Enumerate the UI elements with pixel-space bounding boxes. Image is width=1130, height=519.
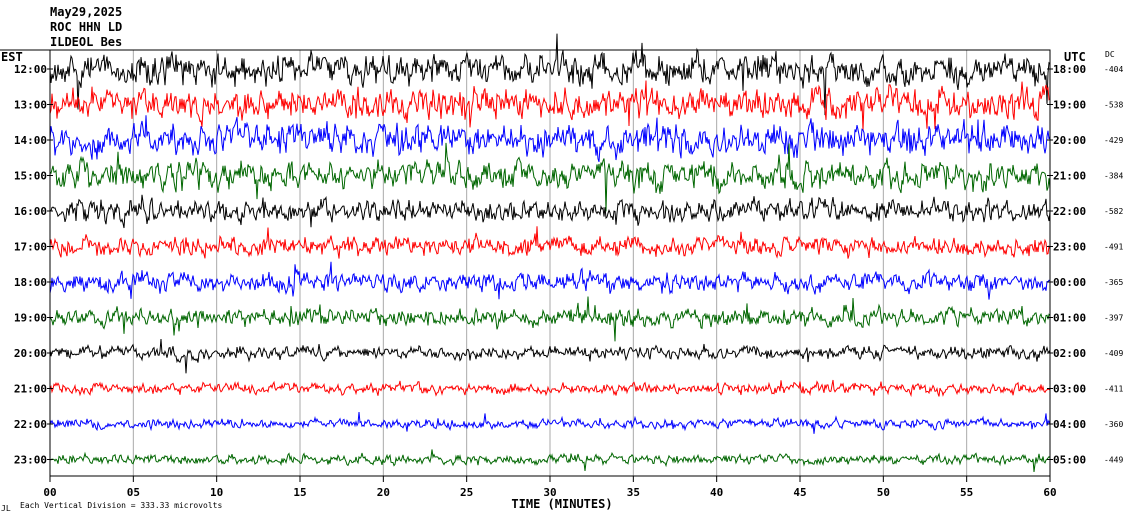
trace-line — [49, 115, 1051, 163]
row-label-est: 20:00 — [14, 347, 47, 360]
x-axis-ticks: 00 05 10 15 20 25 30 35 40 45 50 55 60 — [43, 476, 1057, 499]
row-label-utc: 02:00 — [1053, 347, 1086, 360]
header-date: May29,2025 — [50, 5, 122, 19]
row-label-utc: 22:00 — [1053, 205, 1086, 218]
row-label-est: 12:00 — [14, 63, 47, 76]
row-label-utc: 21:00 — [1053, 170, 1086, 183]
row-label-utc: 23:00 — [1053, 241, 1086, 254]
row-dc-offset: -384 — [1104, 172, 1123, 181]
trace-line — [49, 338, 1051, 374]
row-label-est: 13:00 — [14, 99, 47, 112]
row-label-utc: 19:00 — [1053, 99, 1086, 112]
row-label-est: 21:00 — [14, 383, 47, 396]
x-tick-label: 25 — [460, 486, 473, 499]
row-labels: 12:00 18:00 -404 13:00 19:00 -538 14:00 20:00 -4… — [14, 63, 1124, 467]
x-tick-label: 40 — [710, 486, 723, 499]
row-label-est: 15:00 — [14, 170, 47, 183]
vertical-division-note: Each Vertical Division = 333.33 microvol… — [20, 501, 222, 510]
row-dc-offset: -365 — [1104, 278, 1123, 287]
trace-line — [49, 142, 1051, 212]
header-station: ROC HHN LD — [50, 20, 122, 34]
row-label-utc: 05:00 — [1053, 454, 1086, 467]
row-dc-offset: -538 — [1104, 101, 1123, 110]
x-tick-label: 20 — [377, 486, 390, 499]
row-dc-offset: -404 — [1104, 65, 1123, 74]
right-zone-label: UTC — [1064, 50, 1086, 64]
x-tick-label: 10 — [210, 486, 223, 499]
row-dc-offset: -409 — [1104, 349, 1123, 358]
trace-line — [49, 194, 1051, 229]
row-label-est: 16:00 — [14, 205, 47, 218]
row-label-est: 23:00 — [14, 454, 47, 467]
row-label-est: 17:00 — [14, 241, 47, 254]
row-label-est: 18:00 — [14, 276, 47, 289]
x-tick-label: 60 — [1043, 486, 1056, 499]
row-dc-offset: -449 — [1104, 456, 1123, 465]
trace-line — [49, 261, 1051, 300]
row-dc-offset: -429 — [1104, 136, 1123, 145]
x-tick-label: 50 — [877, 486, 890, 499]
x-tick-label: 00 — [43, 486, 56, 499]
trace-line — [49, 226, 1051, 259]
row-label-utc: 18:00 — [1053, 63, 1086, 76]
row-label-est: 19:00 — [14, 312, 47, 325]
trace-line — [49, 33, 1051, 116]
row-dc-offset: -411 — [1104, 385, 1123, 394]
trace-line — [49, 379, 1051, 398]
row-label-utc: 00:00 — [1053, 276, 1086, 289]
left-zone-label: EST — [1, 50, 23, 64]
row-label-utc: 04:00 — [1053, 418, 1086, 431]
row-dc-offset: -360 — [1104, 420, 1123, 429]
x-tick-label: 45 — [793, 486, 806, 499]
row-dc-offset: -491 — [1104, 243, 1123, 252]
trace-line — [49, 449, 1051, 472]
x-tick-label: 55 — [960, 486, 973, 499]
x-tick-label: 05 — [127, 486, 140, 499]
row-label-utc: 20:00 — [1053, 134, 1086, 147]
row-label-est: 14:00 — [14, 134, 47, 147]
trace-line — [49, 412, 1051, 434]
row-label-utc: 01:00 — [1053, 312, 1086, 325]
trace-line — [49, 296, 1051, 342]
x-tick-label: 35 — [627, 486, 640, 499]
dc-header: DC — [1105, 50, 1115, 59]
row-label-est: 22:00 — [14, 418, 47, 431]
row-label-utc: 03:00 — [1053, 383, 1086, 396]
header-third-line: ILDEOL Bes — [50, 35, 122, 49]
corner-mark: JL — [1, 504, 11, 513]
vertical-grid — [49, 50, 1051, 476]
x-tick-label: 30 — [543, 486, 556, 499]
row-dc-offset: -397 — [1104, 314, 1123, 323]
row-dc-offset: -582 — [1104, 207, 1123, 216]
trace-line — [49, 80, 1051, 131]
trace-group — [49, 33, 1051, 472]
x-axis-title: TIME (MINUTES) — [511, 497, 612, 511]
x-tick-label: 15 — [293, 486, 306, 499]
